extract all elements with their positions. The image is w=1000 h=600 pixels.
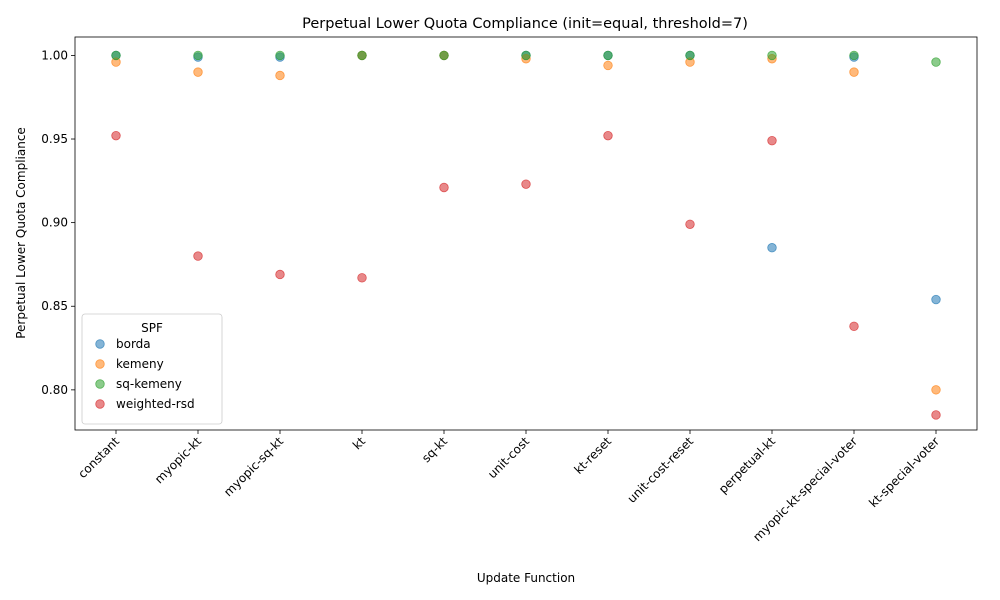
data-point-weighted-rsd <box>275 269 285 280</box>
x-tick-label: constant <box>75 434 122 481</box>
data-point-weighted-rsd <box>521 179 531 189</box>
y-tick-label: 0.85 <box>41 299 68 313</box>
data-point-weighted-rsd <box>767 135 777 146</box>
data-point-sq-kemeny <box>931 57 941 67</box>
chart-title: Perpetual Lower Quota Compliance (init=e… <box>302 16 748 32</box>
legend-marker <box>95 399 105 409</box>
x-axis: constant myopic-kt myopic-sq-kt kt sq-kt unit… <box>75 430 942 544</box>
data-point-sq-kemeny <box>603 50 613 61</box>
y-axis: 0.80 0.85 0.90 0.95 1.00 <box>41 48 75 397</box>
data-point-kemeny <box>603 60 613 71</box>
data-point-kemeny <box>931 385 941 395</box>
data-point-weighted-rsd <box>111 130 121 141</box>
data-points <box>111 50 941 420</box>
data-point-weighted-rsd <box>357 273 367 283</box>
x-tick-label: kt <box>350 434 368 452</box>
x-tick-label: perpetual-kt <box>716 434 778 496</box>
data-point-kemeny <box>849 67 859 77</box>
plot-frame <box>74 36 978 431</box>
data-point-weighted-rsd <box>603 130 613 141</box>
y-tick-label: 0.90 <box>41 216 68 230</box>
data-point-kemeny <box>193 67 203 77</box>
data-point-sq-kemeny <box>685 50 695 61</box>
data-point-weighted-rsd <box>685 219 695 230</box>
legend-entry: weighted-rsd <box>116 397 195 411</box>
legend-entry: borda <box>116 337 151 351</box>
data-point-weighted-rsd <box>193 251 203 261</box>
data-point-sq-kemeny <box>193 50 203 61</box>
legend-marker <box>95 359 105 369</box>
y-tick-label: 0.95 <box>41 132 68 146</box>
x-axis-label: Update Function <box>477 571 575 585</box>
data-point-sq-kemeny <box>849 50 859 61</box>
x-tick-label: unit-cost-reset <box>625 434 697 506</box>
plot-area <box>75 37 977 430</box>
legend-title: SPF <box>141 321 163 335</box>
data-point-sq-kemeny <box>767 50 777 61</box>
x-tick-label: unit-cost <box>485 434 532 481</box>
y-tick-label: 1.00 <box>41 48 68 62</box>
x-tick-label: myopic-kt <box>152 434 204 486</box>
data-point-kemeny <box>275 70 285 81</box>
legend: SPF borda kemeny sq-kemeny weighted-rsd <box>81 313 223 425</box>
x-tick-label: kt-special-voter <box>866 434 942 510</box>
data-point-weighted-rsd <box>439 182 449 193</box>
x-tick-label: myopic-sq-kt <box>221 434 286 499</box>
y-axis-label: Perpetual Lower Quota Compliance <box>14 127 28 339</box>
data-point-sq-kemeny <box>521 50 531 61</box>
legend-entry: sq-kemeny <box>116 377 182 391</box>
legend-entry: kemeny <box>116 357 164 371</box>
data-point-sq-kemeny <box>111 50 121 61</box>
legend-box <box>81 313 223 425</box>
data-point-sq-kemeny <box>439 50 449 61</box>
data-point-sq-kemeny <box>275 50 285 61</box>
data-point-borda <box>931 294 941 305</box>
x-tick-label: sq-kt <box>419 434 450 465</box>
y-tick-label: 0.80 <box>41 383 68 397</box>
data-point-sq-kemeny <box>357 50 367 61</box>
x-tick-label: kt-reset <box>571 434 614 477</box>
legend-marker <box>95 339 105 349</box>
data-point-weighted-rsd <box>849 321 859 332</box>
data-point-borda <box>767 243 777 253</box>
data-point-weighted-rsd <box>931 410 941 420</box>
legend-marker <box>95 379 105 389</box>
